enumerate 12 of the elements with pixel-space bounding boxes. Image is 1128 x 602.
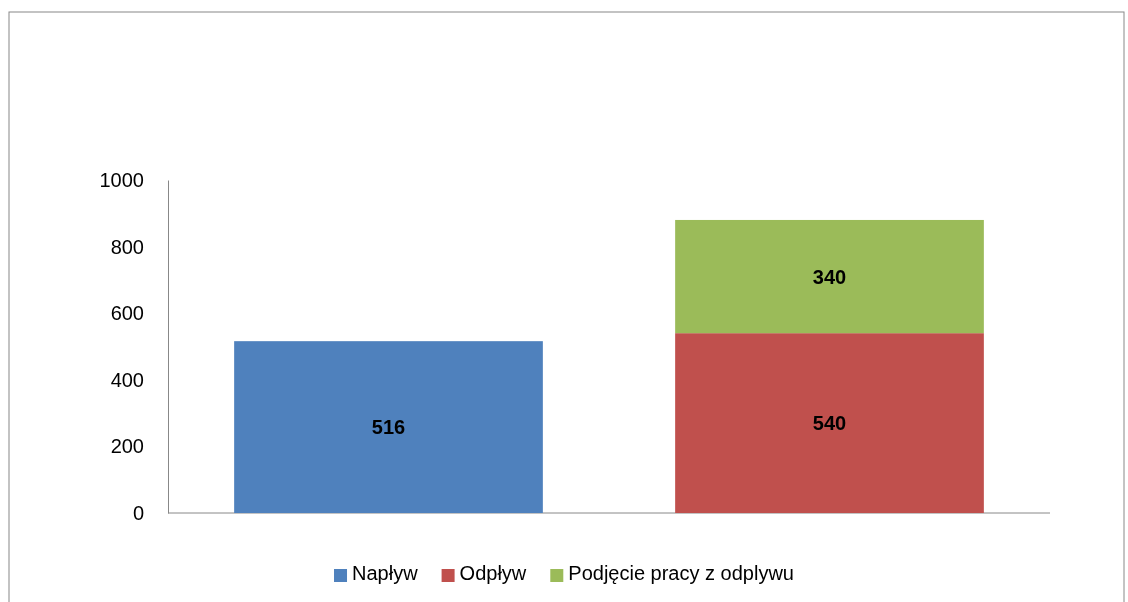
y-tick-label: 200 <box>110 435 144 458</box>
data-label: 540 <box>812 412 847 435</box>
y-tick-label: 0 <box>132 501 144 524</box>
y-tick-label: 1000 <box>99 168 144 191</box>
y-tick-label: 800 <box>110 235 144 258</box>
legend-label: Odpływ <box>459 562 527 584</box>
legend-label: Podjęcie pracy z odplywu <box>568 562 794 584</box>
data-label: 516 <box>371 416 406 439</box>
y-tick-label: 600 <box>110 302 144 325</box>
data-label: 340 <box>812 265 847 288</box>
legend-label: Napływ <box>352 562 419 584</box>
y-tick-label: 400 <box>110 368 144 391</box>
